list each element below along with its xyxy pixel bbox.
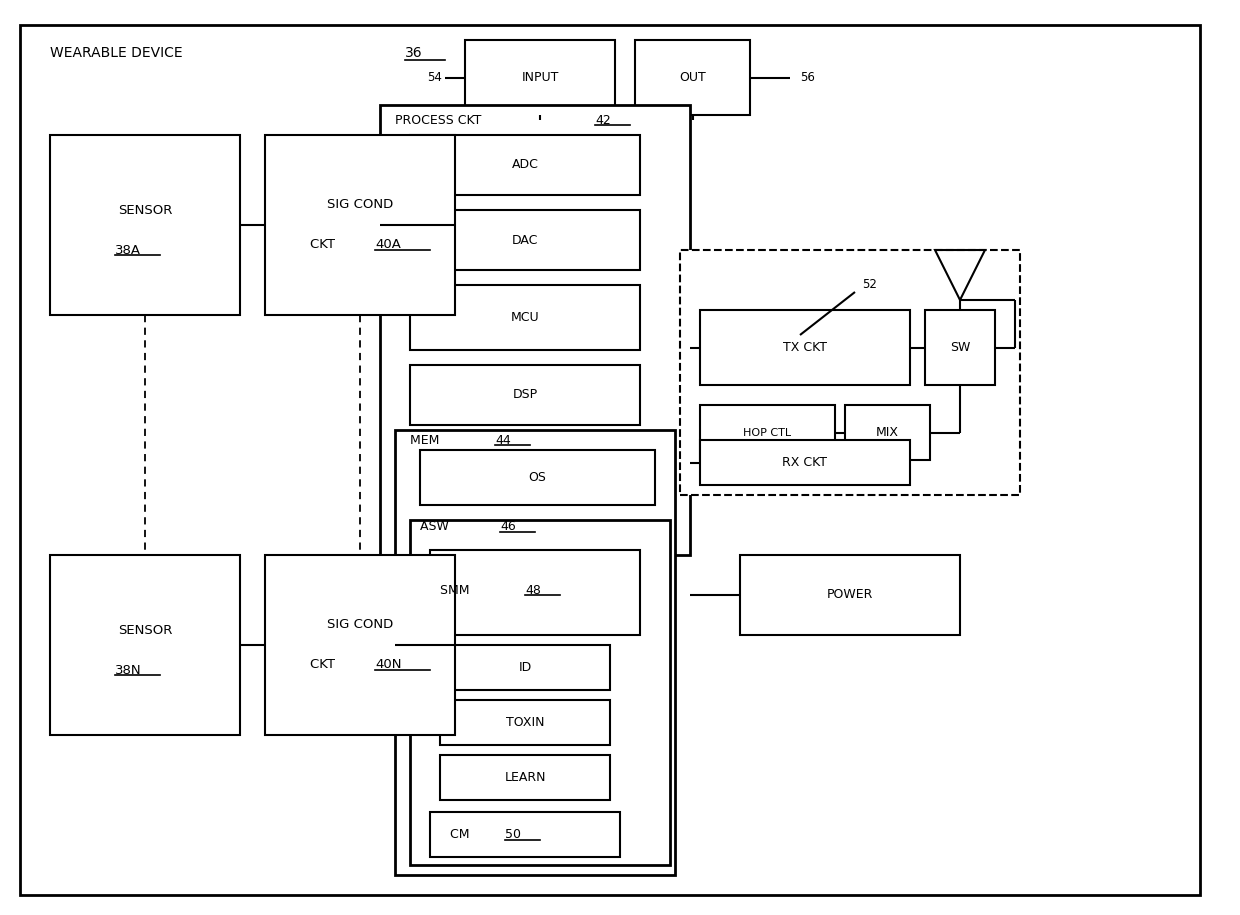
Text: 56: 56 (800, 71, 815, 84)
Text: 36: 36 (405, 46, 423, 60)
Text: SIG COND: SIG COND (327, 619, 393, 631)
Bar (844, 405, 930, 460)
Bar (50, 135, 241, 315)
Text: LEARN: LEARN (505, 771, 546, 784)
Bar (440, 700, 610, 745)
Text: TX CKT: TX CKT (782, 341, 827, 354)
Bar (465, 40, 615, 115)
Bar (410, 285, 640, 350)
Text: MEM: MEM (410, 434, 444, 447)
Bar (50, 555, 241, 735)
Bar (410, 520, 670, 865)
Text: 38N: 38N (115, 663, 141, 676)
Text: PROCESS CKT: PROCESS CKT (396, 113, 485, 126)
Bar (701, 310, 910, 385)
Text: DSP: DSP (512, 389, 538, 402)
Bar (680, 250, 1021, 495)
Text: 50: 50 (505, 828, 521, 841)
Bar (265, 555, 455, 735)
Bar (430, 812, 620, 857)
Bar (410, 210, 640, 270)
Text: HOP CTL: HOP CTL (744, 427, 791, 437)
Bar (701, 440, 910, 485)
Bar (440, 755, 610, 800)
Text: SENSOR: SENSOR (118, 623, 172, 637)
Text: SENSOR: SENSOR (118, 203, 172, 217)
Text: ADC: ADC (512, 158, 538, 171)
Bar (420, 450, 655, 505)
Text: 38A: 38A (115, 243, 141, 256)
Text: DAC: DAC (512, 233, 538, 246)
Bar (635, 40, 750, 115)
Text: SW: SW (950, 341, 970, 354)
Text: POWER: POWER (827, 588, 873, 601)
Text: CKT: CKT (310, 659, 340, 672)
Text: OS: OS (528, 471, 547, 484)
Text: MCU: MCU (511, 311, 539, 324)
Text: CM: CM (450, 828, 474, 841)
Bar (379, 105, 689, 555)
Text: WEARABLE DEVICE: WEARABLE DEVICE (50, 46, 187, 60)
Text: MIX: MIX (875, 426, 899, 439)
Text: 46: 46 (500, 521, 516, 533)
Bar (701, 405, 835, 460)
Text: 54: 54 (428, 71, 443, 84)
Text: SIG COND: SIG COND (327, 199, 393, 211)
Bar (396, 430, 675, 875)
Bar (410, 365, 640, 425)
Bar (925, 310, 994, 385)
Bar (410, 135, 640, 195)
Text: ID: ID (518, 661, 532, 674)
Text: OUT: OUT (680, 71, 706, 84)
Bar (740, 555, 960, 635)
Text: 40A: 40A (374, 239, 401, 252)
Text: 48: 48 (525, 584, 541, 597)
Bar (430, 550, 640, 635)
Text: SMM: SMM (440, 584, 474, 597)
Text: CKT: CKT (310, 239, 340, 252)
Text: 52: 52 (863, 278, 878, 292)
Bar (440, 645, 610, 690)
Text: RX CKT: RX CKT (782, 456, 827, 469)
Bar (265, 135, 455, 315)
Text: ASW: ASW (420, 521, 453, 533)
Text: INPUT: INPUT (521, 71, 559, 84)
Text: 40N: 40N (374, 659, 402, 672)
Text: 42: 42 (595, 113, 611, 126)
Text: 44: 44 (495, 434, 511, 447)
Text: TOXIN: TOXIN (506, 716, 544, 729)
